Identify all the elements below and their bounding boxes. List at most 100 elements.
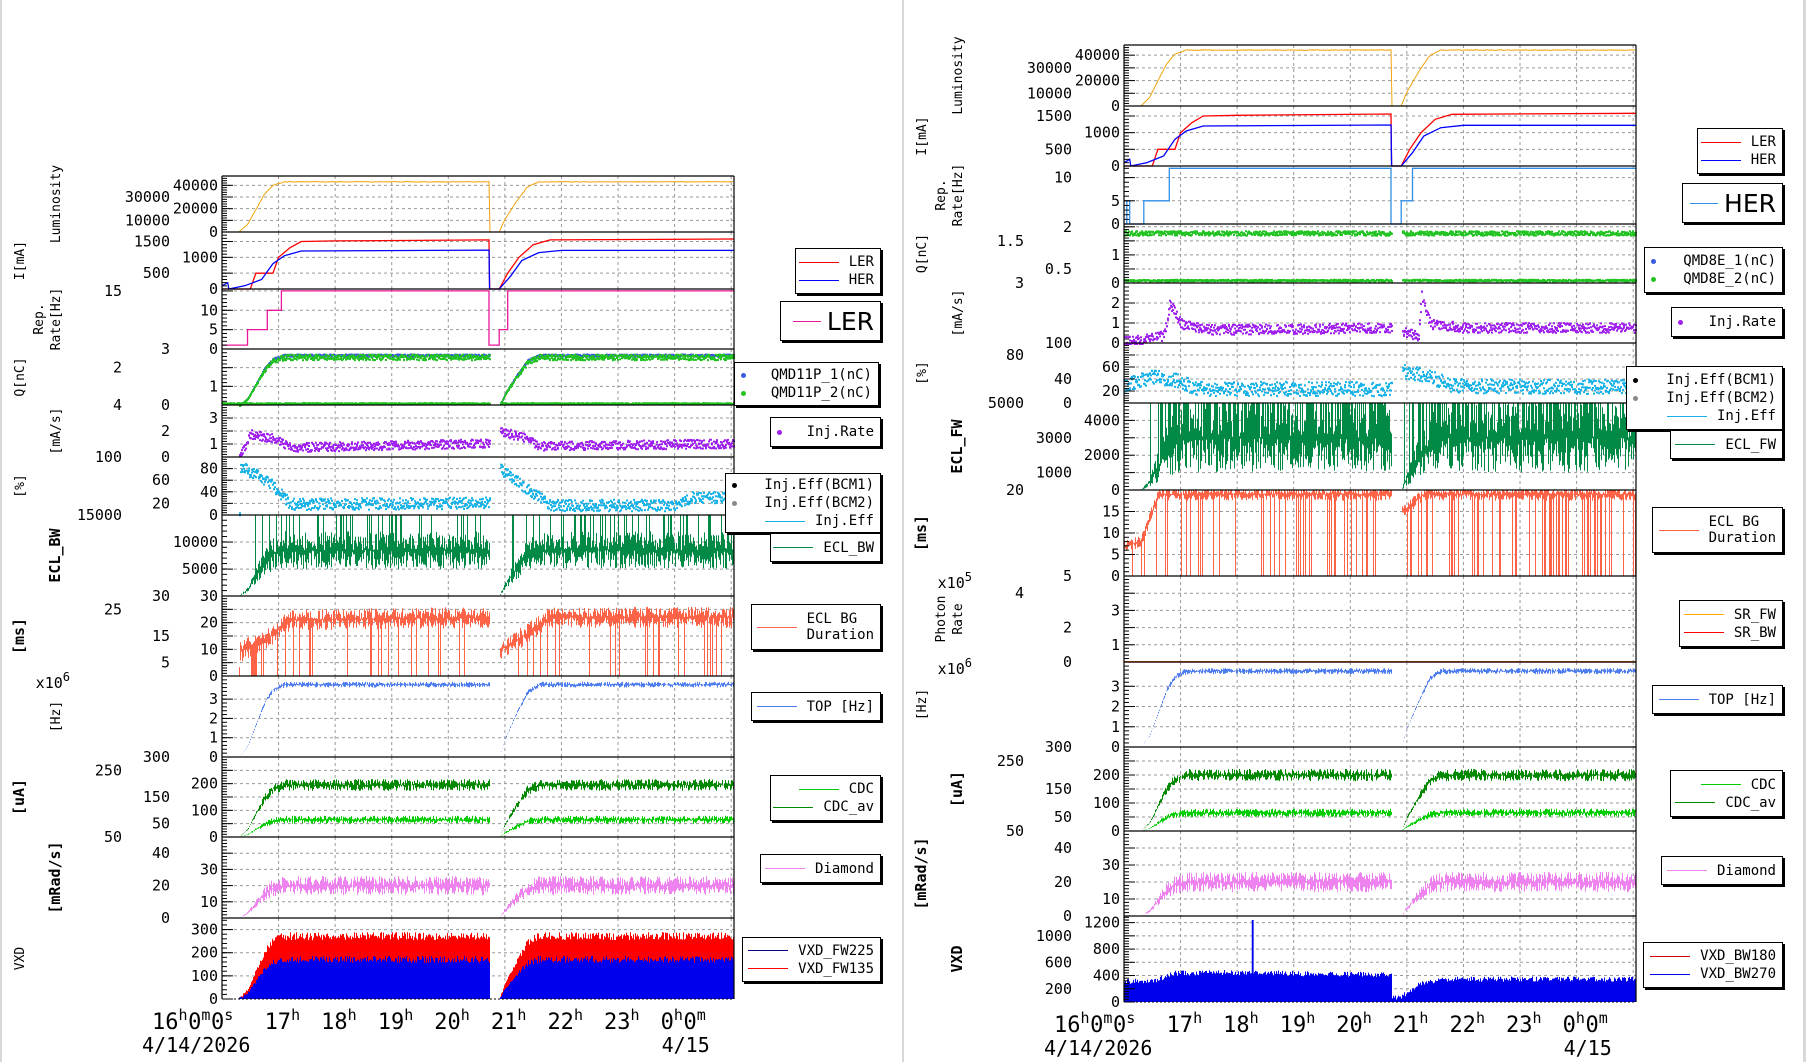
- legend-eclbw: ECL_BW: [770, 533, 881, 562]
- series-Diamond: [1142, 871, 1636, 916]
- legend-label: CDC: [1750, 776, 1776, 793]
- legend-label: Inj.Eff(BCM2): [1666, 390, 1776, 406]
- legend-line-sample: [1650, 973, 1691, 975]
- legend-label: SR_FW: [1733, 606, 1776, 623]
- legend-label: Inj.Eff: [1716, 408, 1776, 424]
- y-tick-label: 5: [1111, 546, 1120, 564]
- y-tick-label: 15: [104, 282, 122, 300]
- y-tick-label: 0: [209, 223, 218, 241]
- legend-entry: LER: [1700, 133, 1776, 151]
- legend-line-sample: [1675, 802, 1716, 803]
- row-dia: 0 10 20 30 40 50 [mRad/s]: [46, 828, 735, 927]
- y-tick-label: 3: [209, 690, 218, 708]
- y-tick-label: 40: [1054, 839, 1072, 857]
- legend-entry: ECL_FW: [1675, 436, 1776, 454]
- legend-entry: QMD8E_1(nC): [1651, 252, 1776, 270]
- legend-line-sample: [798, 788, 839, 790]
- y-tick-label: 500: [143, 264, 170, 282]
- y-tick-label: 5: [209, 321, 218, 339]
- y-tick-label: 100: [191, 801, 218, 819]
- legend-entry: CDC_av: [773, 798, 874, 816]
- y-tick-label: 4: [113, 396, 122, 414]
- x-tick-label: 16h 0m 0s: [1054, 1009, 1135, 1038]
- date-label: 4/14/2026: [142, 1033, 250, 1057]
- legend-cdc: CDC CDC_av: [1670, 770, 1783, 817]
- series-LER-line: [222, 238, 735, 290]
- legend-entry: Inj.Eff(BCM1): [1633, 371, 1776, 389]
- x-tick-label: 22h: [1449, 1009, 1485, 1038]
- legend-entry: Inj.Eff(BCM1): [732, 476, 874, 494]
- y-tick-label: 200: [1045, 980, 1072, 998]
- legend-label: SR_BW: [1733, 624, 1776, 641]
- row-cur: 0 500 1000 1500 I[mA]: [13, 231, 735, 298]
- y-tick-label: 300: [1045, 738, 1072, 756]
- legend-label: HER: [848, 272, 874, 288]
- legend-entry: HER: [1700, 151, 1776, 169]
- y-tick-label: 15000: [77, 506, 122, 524]
- y-tick-label: 2: [1063, 218, 1072, 236]
- y-tick-label: 0: [1111, 822, 1120, 840]
- legend-marker-dot: [732, 500, 737, 506]
- legend-entry: CDC_av: [1675, 794, 1776, 812]
- legend-entry: Diamond: [764, 860, 874, 878]
- y-tick-label: 0: [1111, 334, 1120, 352]
- x-tick-label: 21h: [491, 1006, 527, 1035]
- row-eclbw: 30 5000 10000 15000 ECL_BW: [46, 506, 735, 605]
- x-tick-label: 19h: [1280, 1009, 1316, 1038]
- legend-label: QMD11P_2(nC): [770, 385, 872, 401]
- legend-label: TOP [Hz]: [806, 698, 874, 715]
- row-eff: 0 20 40 60 80 100 [%]: [13, 448, 735, 524]
- legend-label: CDC: [848, 781, 874, 797]
- y-tick-label: 1500: [134, 233, 170, 251]
- legend-line-sample: [1700, 141, 1741, 143]
- legend-vxd: VXD_FW225 VXD_FW135: [742, 937, 881, 982]
- y-tick-label: 250: [95, 761, 122, 779]
- y-tick-label: 2: [113, 359, 122, 377]
- y-tick-label: 1: [209, 729, 218, 747]
- y-axis-label: VXD: [13, 947, 28, 971]
- y-axis-label: Photon: [934, 596, 949, 643]
- y-scale-label: x105: [938, 570, 972, 592]
- y-tick-label: 0.5: [1045, 260, 1072, 278]
- y-axis-label: Rate: [951, 603, 966, 634]
- series-vxd-line: [1251, 919, 1254, 1002]
- series-Inj-Eff: [1124, 364, 1637, 398]
- y-tick-label: 20: [1102, 382, 1120, 400]
- legend-entry: CDC: [777, 780, 874, 798]
- x-tick-label: 18h: [1223, 1009, 1259, 1038]
- legend-line-sample: [756, 626, 797, 628]
- legend-q: QMD11P_1(nC) QMD11P_2(nC): [734, 362, 879, 406]
- row-eclbgr: 0 5 10 15 20 [ms]: [912, 481, 1637, 585]
- x-tick-label: 18h: [321, 1006, 357, 1035]
- y-tick-label: 1000: [1084, 124, 1120, 142]
- series-lum-0: [222, 180, 733, 233]
- series-HER-line: [221, 249, 734, 290]
- y-tick-label: 30: [1102, 856, 1120, 874]
- legend-line-sample: [792, 320, 821, 322]
- legend-entry: ECL_BW: [773, 539, 874, 557]
- y-tick-label: 600: [1045, 953, 1072, 971]
- legend-marker-dot: [777, 429, 782, 435]
- legend-entry: VXD_FW135: [748, 960, 874, 978]
- y-axis-label: Rate[Hz]: [951, 164, 966, 227]
- legend-line-sample: [756, 706, 797, 707]
- y-tick-label: 60: [152, 471, 170, 489]
- legend-label: Diamond: [1716, 862, 1776, 879]
- y-tick-label: 200: [1093, 766, 1120, 784]
- y-tick-label: 30: [152, 587, 170, 605]
- legend-label: VXD_BW180: [1700, 948, 1776, 964]
- panel-ler: 010000200003000040000Luminosity050010001…: [10, 165, 735, 1057]
- legend-marker-dot: [1633, 395, 1638, 401]
- series-Inj-Rate: [1124, 290, 1637, 345]
- page-right-border: [1803, 0, 1806, 1062]
- y-tick-label: 2: [161, 422, 170, 440]
- series-Inj-Eff: [239, 463, 735, 517]
- series-QMD11P-1-nC-: [239, 353, 735, 407]
- legend-eclbgl: ECL BG Duration: [751, 604, 881, 650]
- row-vxd: 0 100 200 300 VXD: [13, 917, 735, 1008]
- legend-top: TOP [Hz]: [751, 692, 881, 721]
- y-tick-label: 50: [104, 828, 122, 846]
- y-axis-label: [mRad/s]: [46, 841, 64, 913]
- y-tick-label: 40: [152, 844, 170, 862]
